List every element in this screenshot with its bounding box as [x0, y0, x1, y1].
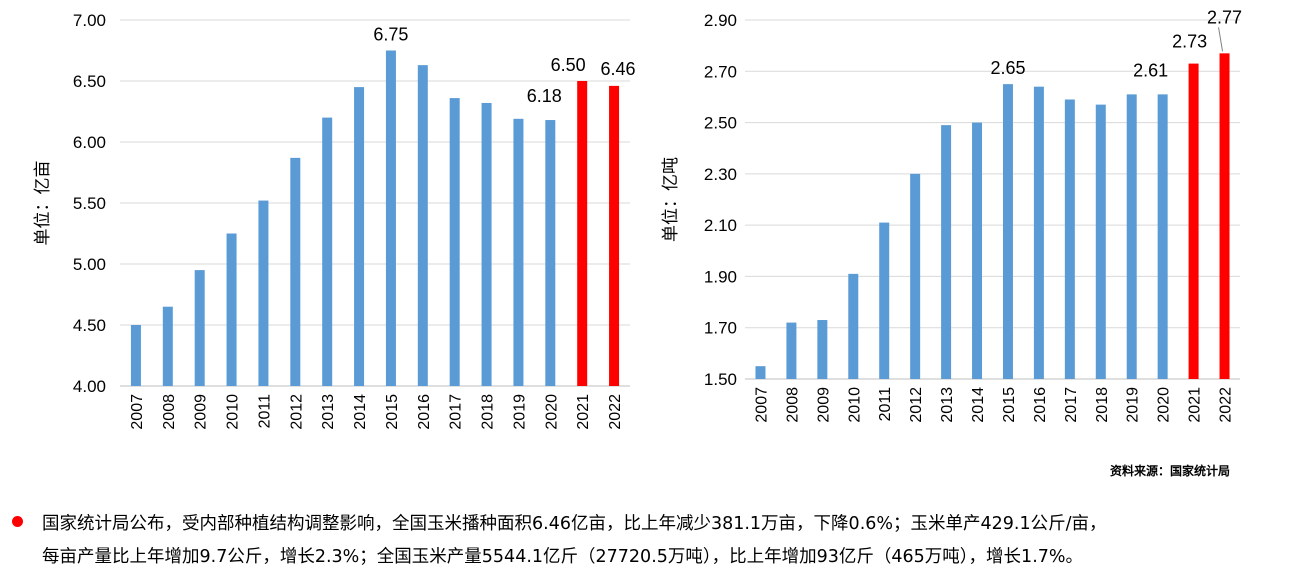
leader-line: [1218, 27, 1224, 52]
x-tick-label: 2018: [480, 394, 497, 430]
x-tick-label: 2013: [320, 394, 337, 430]
bar-2017: [1064, 99, 1075, 379]
x-tick-label: 2012: [908, 387, 925, 423]
bar-2014: [972, 122, 983, 380]
bar-2019: [1126, 94, 1137, 379]
bar-2014: [354, 87, 365, 386]
x-tick-label: 2021: [1187, 387, 1204, 423]
bar-2008: [162, 306, 173, 386]
bar-2008: [786, 322, 797, 379]
x-tick-label: 2010: [225, 394, 242, 430]
bar-2010: [848, 273, 859, 379]
summary-text: 国家统计局公布，受内部种植结构调整影响，全国玉米播种面积6.46亿亩，比上年减少…: [42, 508, 1282, 574]
bar-2022: [609, 85, 620, 386]
bar-2015: [385, 50, 396, 386]
y-tick-label: 2.50: [704, 114, 737, 133]
x-tick-label: 2020: [1156, 387, 1173, 423]
x-tick-label: 2022: [1218, 387, 1235, 423]
x-tick-label: 2021: [575, 394, 592, 430]
bar-2016: [1033, 86, 1044, 380]
data-label-2020: 6.18: [527, 86, 562, 106]
x-tick-label: 2008: [161, 394, 178, 430]
bar-2021: [577, 81, 588, 386]
x-tick-label: 2018: [1094, 387, 1111, 423]
x-tick-label: 2011: [256, 394, 273, 429]
data-label-2022: 2.77: [1207, 7, 1242, 27]
bar-2013: [941, 125, 952, 379]
summary-line-1: 国家统计局公布，受内部种植结构调整影响，全国玉米播种面积6.46亿亩，比上年减少…: [42, 514, 1107, 534]
chart-1: 4.00 4.50 5.00 5.50 6.00 6.50 7.00 单位：亿亩 2007 200…: [33, 11, 636, 430]
x-tick-label: 2016: [1032, 387, 1049, 423]
bar-2011: [258, 200, 269, 386]
data-label-2015: 2.65: [990, 58, 1025, 78]
x-tick-label: 2015: [1001, 387, 1018, 423]
data-label-2020: 2.61: [1133, 60, 1168, 80]
y-axis-label: 单位：亿亩: [33, 161, 53, 246]
bar-2009: [194, 270, 205, 386]
bullet-icon: [12, 516, 23, 527]
x-tick-label: 2014: [970, 387, 987, 423]
chart-2: 1.50 1.70 1.90 2.10 2.30 2.50 2.70 2.90 单位：亿吨 200…: [661, 7, 1242, 422]
bar-2015: [1002, 84, 1013, 379]
bar-2009: [817, 320, 828, 379]
bar-2016: [417, 65, 428, 386]
x-tick-label: 2019: [511, 394, 528, 430]
bar-2020: [545, 120, 556, 386]
bar-2012: [910, 173, 921, 379]
x-tick-label: 2009: [193, 394, 210, 430]
y-tick-label: 5.50: [73, 194, 106, 213]
y-tick-label: 2.30: [704, 165, 737, 184]
bar-2012: [290, 157, 301, 386]
bar-2013: [322, 117, 333, 386]
bar-2007: [755, 366, 766, 379]
y-tick-label: 7.00: [73, 11, 106, 30]
x-tick-label: 2017: [1063, 387, 1080, 423]
source-note: 资料来源：国家统计局: [1109, 464, 1230, 478]
y-tick-label: 6.00: [73, 133, 106, 152]
bar-2007: [130, 325, 141, 386]
bar-2020: [1157, 94, 1168, 379]
y-tick-label: 4.50: [73, 316, 106, 335]
x-tick-label: 2017: [448, 394, 465, 430]
x-tick-label: 2013: [939, 387, 956, 423]
charts-area: 4.00 4.50 5.00 5.50 6.00 6.50 7.00 单位：亿亩 2007 200…: [33, 7, 1242, 430]
x-tick-label: 2008: [784, 387, 801, 423]
data-label-2022: 6.46: [601, 59, 636, 79]
y-tick-label: 4.00: [73, 377, 106, 396]
data-label-2015: 6.75: [373, 25, 408, 45]
y-tick-label: 2.90: [704, 11, 737, 30]
x-tick-label: 2007: [129, 394, 146, 430]
data-label-2021: 6.50: [551, 55, 586, 75]
y-tick-label: 1.90: [704, 267, 737, 286]
x-tick-label: 2014: [352, 394, 369, 430]
x-tick-label: 2019: [1125, 387, 1142, 423]
x-tick-label: 2007: [753, 387, 770, 423]
y-axis-label: 单位：亿吨: [661, 157, 681, 242]
bar-2010: [226, 233, 237, 386]
x-tick-label: 2009: [815, 387, 832, 423]
bar-2011: [879, 222, 890, 379]
y-tick-label: 1.50: [704, 370, 737, 389]
bar-2022: [1219, 53, 1230, 379]
y-tick-label: 5.00: [73, 255, 106, 274]
y-tick-label: 2.10: [704, 216, 737, 235]
bar-2019: [513, 118, 524, 386]
x-tick-label: 2012: [288, 394, 305, 430]
x-tick-label: 2015: [384, 394, 401, 430]
x-tick-label: 2020: [543, 394, 560, 430]
x-tick-label: 2010: [846, 387, 863, 423]
data-label-2021: 2.73: [1172, 32, 1207, 52]
y-tick-label: 1.70: [704, 319, 737, 338]
y-tick-label: 6.50: [73, 72, 106, 91]
bar-2017: [449, 98, 460, 386]
y-tick-label: 2.70: [704, 62, 737, 81]
bar-2018: [481, 102, 492, 387]
summary-line-2: 每亩产量比上年增加9.7公斤，增长2.3%；全国玉米产量5544.1亿斤（277…: [42, 547, 1084, 567]
x-tick-label: 2016: [416, 394, 433, 430]
bar-2021: [1188, 63, 1199, 379]
bar-2018: [1095, 104, 1106, 379]
x-tick-label: 2022: [607, 394, 624, 430]
x-tick-label: 2011: [877, 387, 894, 422]
